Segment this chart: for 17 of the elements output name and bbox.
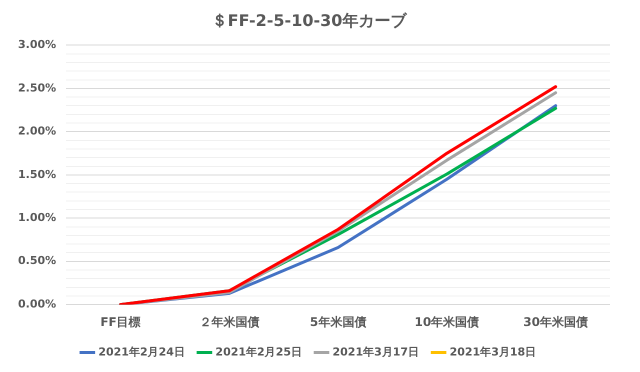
y-tick-label: 0.00% [18, 297, 56, 310]
x-tick-label: 30年米国債 [523, 314, 588, 329]
x-tick-label: ２年米国債 [199, 314, 260, 329]
legend-label: 2021年3月18日 [450, 345, 536, 358]
legend-label: 2021年3月17日 [332, 345, 420, 358]
legend-label: 2021年2月24日 [98, 345, 185, 358]
y-tick-label: 0.50% [18, 254, 56, 268]
y-tick-label: 2.00% [18, 124, 56, 138]
y-tick-label: 1.50% [18, 168, 56, 181]
y-tick-label: 1.00% [18, 210, 56, 224]
chart-title: ＄FF-2-5-10-30年カーブ [212, 10, 408, 30]
legend-label: 2021年2月25日 [215, 345, 302, 358]
x-tick-label: 10年米国債 [414, 314, 480, 329]
x-tick-label: 5年米国債 [310, 314, 366, 329]
y-tick-label: 3.00% [18, 38, 56, 52]
y-tick-label: 2.50% [18, 81, 56, 94]
x-tick-label: FF目標 [100, 314, 141, 329]
